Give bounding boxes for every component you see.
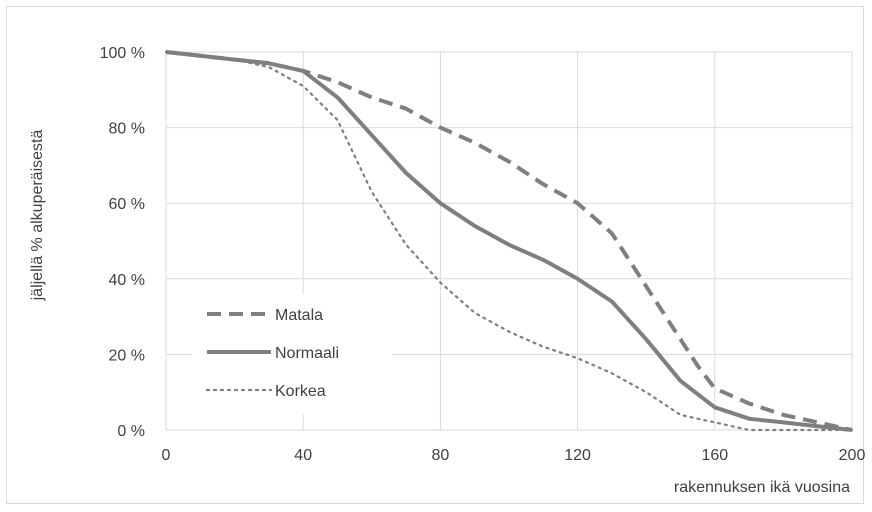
x-tick-label: 40 [294, 447, 312, 464]
y-axis-label: jäljellä % alkuperäisestä [29, 130, 46, 302]
y-axis-ticks: 0 % 20 % 40 % 60 % 80 % 100 % [100, 45, 145, 440]
series-line-korkea [164, 50, 854, 432]
y-tick-label: 80 % [109, 121, 145, 138]
y-tick-label: 100 % [100, 45, 145, 62]
legend-label: Normaali [275, 345, 339, 362]
y-tick-label: 20 % [109, 347, 145, 364]
line-chart: 0 %20 %40 %60 %80 %100 % 0 40 80 120 160 200 … [29, 45, 866, 496]
series-lines [164, 50, 854, 432]
legend-label: Matala [275, 307, 323, 324]
legend: Matala Normaali Korkea [192, 294, 392, 414]
x-tick-label: 120 [564, 447, 591, 464]
x-tick-label: 0 [162, 447, 171, 464]
y-tick-label: 60 % [109, 196, 145, 213]
x-axis-label: rakennuksen ikä vuosina [674, 479, 850, 496]
x-tick-label: 80 [432, 447, 450, 464]
x-tick-label: 200 [839, 447, 865, 464]
legend-label: Korkea [275, 383, 326, 400]
x-axis-ticks: 0 40 80 120 160 200 [162, 447, 866, 464]
series-line-normaali [165, 50, 853, 432]
chart-frame: 0 % 20 % 40 % 60 % 80 % 100 % 0 40 80 120 160 200 … [6, 6, 866, 504]
x-tick-label: 160 [701, 447, 728, 464]
y-tick-label: 0 % [117, 423, 145, 440]
y-tick-label: 40 % [109, 272, 145, 289]
